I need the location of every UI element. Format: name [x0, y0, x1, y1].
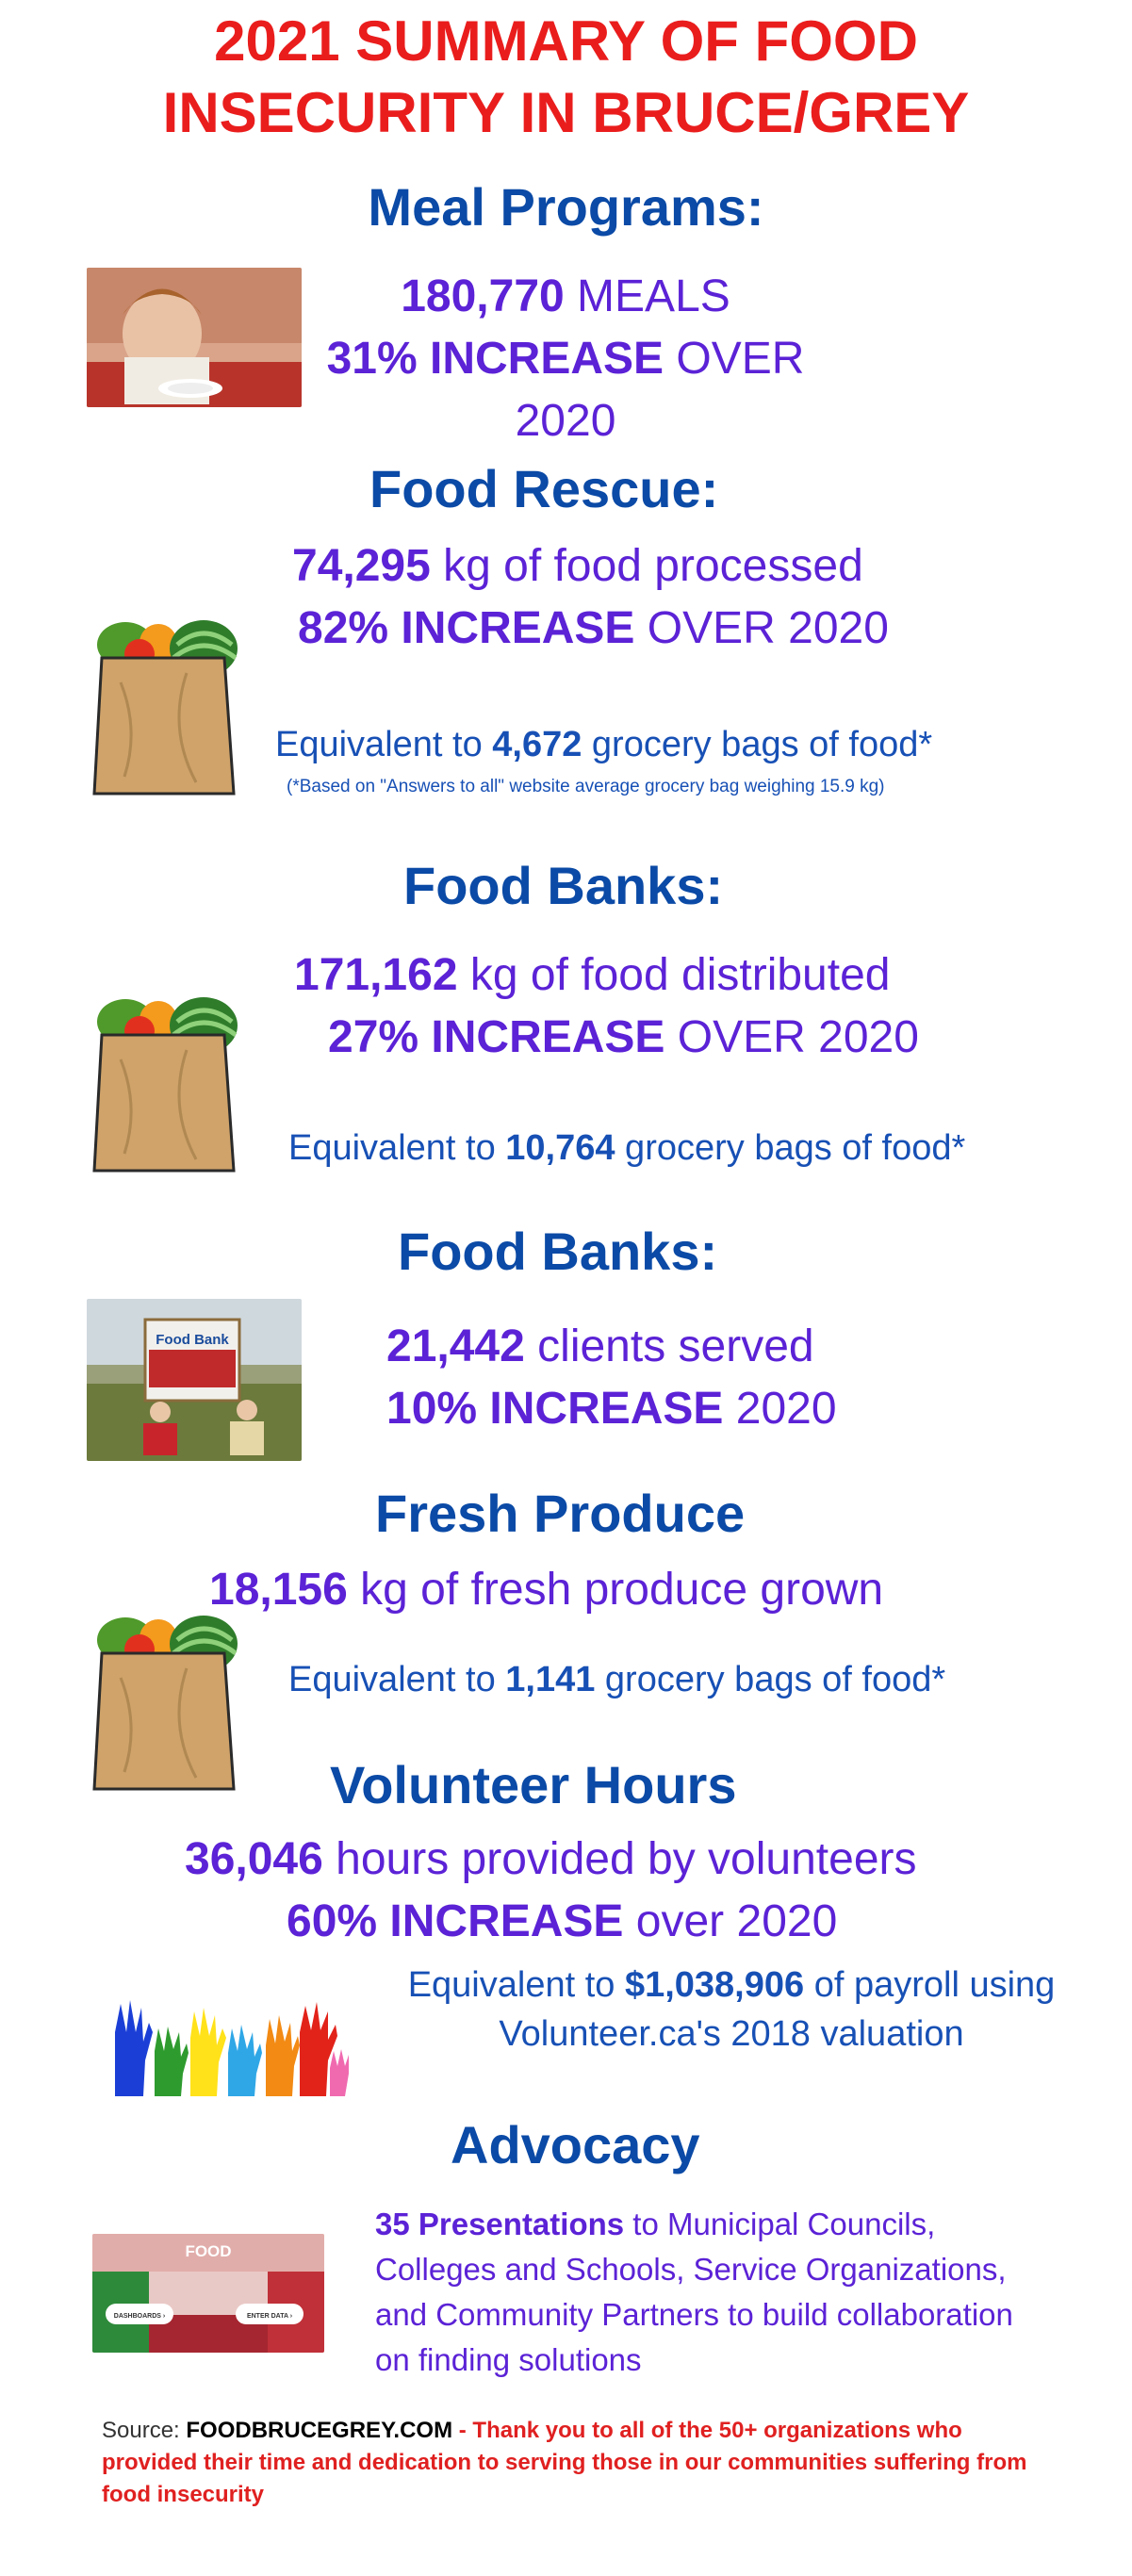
- volunteer-hours-label: hours provided by volunteers: [322, 1834, 917, 1884]
- produce-stat: 18,156 kg of fresh produce grown: [209, 1559, 883, 1621]
- volunteer-hands-icon: [111, 1994, 354, 2096]
- banks-heading-2: Food Banks:: [398, 1222, 718, 1281]
- meal-increase-label: OVER 2020: [515, 334, 805, 446]
- presentations-count: 35 Presentations: [375, 2207, 625, 2241]
- clients-stat-1: 21,442 clients served: [386, 1316, 814, 1378]
- rescue-heading: Food Rescue:: [369, 459, 719, 518]
- produce-kg: 18,156: [209, 1565, 348, 1615]
- advocacy-line-1: 35 Presentations to Municipal Councils,: [375, 2202, 1120, 2247]
- volunteer-hours: 36,046: [185, 1834, 323, 1884]
- rescue-stat-1: 74,295 kg of food processed: [292, 535, 863, 598]
- volunteer-eq-line-1: Equivalent to $1,038,906 of payroll usin…: [364, 1961, 1099, 2010]
- banks-eq-pre: Equivalent to: [288, 1128, 506, 1168]
- meal-count-label: MEALS: [564, 271, 730, 321]
- meal-count: 180,770: [401, 271, 565, 321]
- banks-bags: 10,764: [505, 1128, 615, 1168]
- produce-eq-post: grocery bags of food*: [595, 1660, 946, 1699]
- banks-stat-1: 171,162 kg of food distributed: [294, 944, 890, 1007]
- source-dash: -: [452, 2418, 473, 2443]
- thank-you-note: Thank you to all of the 50+ organization…: [102, 2418, 1027, 2507]
- page-title: 2021 SUMMARY OF FOOD INSECURITY IN BRUCE…: [0, 6, 1132, 149]
- clients-increase-label: 2020: [723, 1384, 837, 1434]
- website-thumbnail: FOOD DASHBOARDS › ENTER DATA ›: [92, 2234, 324, 2353]
- advocacy-heading: Advocacy: [451, 2115, 700, 2174]
- source-label: Source:: [102, 2418, 187, 2443]
- volunteer-eq-pre: Equivalent to: [407, 1965, 625, 2005]
- volunteer-stat-1: 36,046 hours provided by volunteers: [185, 1829, 917, 1891]
- rescue-eq-post: grocery bags of food*: [582, 725, 933, 764]
- clients-increase: 10% INCREASE: [386, 1384, 724, 1434]
- grocery-bag-icon: [83, 616, 245, 797]
- volunteer-eq-line-2: Volunteer.ca's 2018 valuation: [499, 2014, 964, 2054]
- produce-kg-label: kg of fresh produce grown: [347, 1565, 884, 1615]
- banks-kg-label: kg of food distributed: [457, 950, 891, 1000]
- source-site: FOODBRUCEGREY.COM: [186, 2418, 453, 2443]
- banks-heading-1: Food Banks:: [403, 856, 724, 915]
- advocacy-line-4: on finding solutions: [375, 2342, 642, 2377]
- thumb-logo-text: FOOD: [185, 2242, 231, 2260]
- child-meal-photo: [87, 268, 302, 407]
- rescue-kg-label: kg of food processed: [430, 541, 863, 591]
- banks-equivalent: Equivalent to 10,764 grocery bags of foo…: [288, 1124, 965, 1173]
- food-bank-photo: Food Bank: [87, 1299, 302, 1461]
- advocacy-text: 35 Presentations to Municipal Councils, …: [375, 2202, 1120, 2383]
- rescue-bags: 4,672: [492, 725, 582, 764]
- volunteer-stat-2: 60% INCREASE over 2020: [287, 1891, 837, 1953]
- advocacy-line-3: and Community Partners to build collabor…: [375, 2297, 1013, 2332]
- rescue-equivalent: Equivalent to 4,672 grocery bags of food…: [275, 720, 932, 769]
- meal-increase: 31% INCREASE: [326, 334, 664, 384]
- meal-stat-2: 31% INCREASE OVER 2020: [302, 328, 829, 452]
- banks-eq-post: grocery bags of food*: [615, 1128, 966, 1168]
- volunteer-eq-post: of payroll using: [804, 1965, 1056, 2005]
- banks-increase: 27% INCREASE: [328, 1012, 665, 1062]
- produce-eq-pre: Equivalent to: [288, 1660, 506, 1699]
- volunteer-heading: Volunteer Hours: [330, 1755, 737, 1814]
- source-footer: Source: FOODBRUCEGREY.COM - Thank you to…: [102, 2415, 1063, 2511]
- clients-count-label: clients served: [524, 1321, 814, 1371]
- rescue-kg: 74,295: [292, 541, 431, 591]
- volunteer-payroll: $1,038,906: [624, 1965, 805, 2005]
- volunteer-equivalent: Equivalent to $1,038,906 of payroll usin…: [364, 1961, 1099, 2059]
- title-line-1: 2021 SUMMARY OF FOOD: [214, 9, 918, 73]
- thumb-dashboards-label: DASHBOARDS ›: [114, 2313, 166, 2320]
- volunteer-increase: 60% INCREASE: [287, 1896, 624, 1946]
- thumb-enter-data-label: ENTER DATA ›: [247, 2313, 293, 2320]
- produce-equivalent: Equivalent to 1,141 grocery bags of food…: [288, 1655, 945, 1704]
- rescue-increase-label: OVER 2020: [634, 603, 889, 653]
- advocacy-l1: to Municipal Councils,: [624, 2207, 936, 2241]
- banks-increase-label: OVER 2020: [664, 1012, 919, 1062]
- title-line-2: INSECURITY IN BRUCE/GREY: [162, 81, 970, 144]
- rescue-footnote: (*Based on "Answers to all" website aver…: [287, 777, 885, 796]
- clients-count: 21,442: [386, 1321, 525, 1371]
- rescue-stat-2: 82% INCREASE OVER 2020: [298, 598, 889, 660]
- grocery-bag-icon: [83, 993, 245, 1174]
- produce-bags: 1,141: [505, 1660, 596, 1699]
- produce-heading: Fresh Produce: [375, 1484, 746, 1543]
- banks-kg: 171,162: [294, 950, 458, 1000]
- grocery-bag-icon: [83, 1612, 245, 1793]
- banks-stat-2: 27% INCREASE OVER 2020: [328, 1007, 919, 1069]
- rescue-eq-pre: Equivalent to: [275, 725, 493, 764]
- rescue-increase: 82% INCREASE: [298, 603, 635, 653]
- advocacy-line-2: Colleges and Schools, Service Organizati…: [375, 2252, 1007, 2287]
- meal-heading: Meal Programs:: [368, 177, 764, 237]
- sign-food-bank-text: Food Bank: [156, 1332, 229, 1348]
- meal-stat-1: 180,770 MEALS: [302, 266, 829, 328]
- clients-stat-2: 10% INCREASE 2020: [386, 1378, 837, 1440]
- volunteer-increase-label: over 2020: [623, 1896, 838, 1946]
